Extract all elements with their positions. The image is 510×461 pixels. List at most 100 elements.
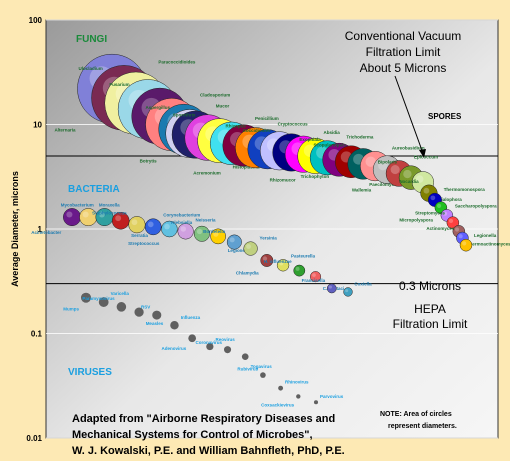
note-line-2: represent diameters. [388,423,457,430]
point-label: Francisella [302,278,326,283]
point-label: Chlamydia [236,271,259,276]
y-tick-label: 0.01 [26,434,42,443]
point-label: Micropolyspora [399,218,433,223]
point-highlight [279,261,284,266]
point-label: Sporothrix [173,113,196,118]
point-label: Pasteurella [291,253,316,258]
fungi-series: AlternariaParacoccidioidesUlocladiumBlas… [54,53,510,252]
point-label: Moraxella [99,202,120,207]
point-highlight [423,187,430,194]
data-point [224,346,232,354]
note-line-1: NOTE: Area of circles [380,411,452,418]
data-point [98,297,109,307]
data-point [278,385,284,391]
point-label: Ulocladium [78,66,102,71]
data-point [206,342,214,351]
y-tick-label: 100 [29,16,43,25]
point-highlight [345,289,349,293]
point-highlight [196,228,203,235]
data-point [134,307,144,317]
point-label: Legionella [474,233,497,238]
point-label: Aureobasidium [392,145,425,150]
point-label: Neisseria [196,217,217,222]
data-point [210,228,226,245]
data-point [313,400,319,405]
point-label: Mycobacterium [61,202,94,207]
data-point [296,394,301,399]
data-point [260,372,266,378]
point-highlight [66,211,73,218]
group-label-fungi: FUNGI [76,34,107,45]
point-label: Wallemia [352,188,372,193]
source-line-1: Adapted from "Airborne Respiratory Disea… [72,413,335,425]
point-label: Nocardia [399,179,419,184]
point-label: H. influenzae [264,259,292,264]
vacuum-limit-arrow [394,75,425,157]
point-label: Togavirus [251,364,273,369]
point-label: Coronavirus [195,340,222,345]
point-highlight [295,266,300,271]
point-highlight [403,169,412,179]
point-highlight [115,215,122,222]
point-label: Paecilomyces [369,182,399,187]
point-label: Klebsiella [171,220,193,225]
y-tick-label: 0.1 [31,330,43,339]
point-highlight [131,219,138,226]
point-highlight [436,203,442,208]
point-label: Paracoccidioides [158,59,196,64]
point-label: Paramyxovirus [82,296,115,301]
point-highlight [180,226,187,232]
y-tick-label: 10 [33,121,42,130]
point-label: Actinomyces [426,226,455,231]
point-label: Mucor [216,103,230,108]
point-label: Legionella [228,248,251,253]
point-label: Aspergillus [146,105,171,110]
point-label: Thermoactinomyces [467,241,510,246]
data-point [260,254,274,267]
point-label: Rhinovirus [285,380,309,385]
point-label: Yersinia [259,236,277,241]
point-highlight [262,256,268,261]
data-point [63,208,81,227]
point-highlight [378,160,388,171]
point-highlight [454,227,460,232]
point-label: Measles [146,321,164,326]
point-label: Parvovirus [320,394,344,399]
point-label: Fusarium [109,82,129,87]
data-point [193,225,210,242]
point-label: Coccidioides [243,128,272,133]
point-label: Histoplasma [233,164,260,169]
point-label: Staphylococcus [92,210,127,215]
data-point [241,353,249,361]
point-label: Exophiala [299,137,321,142]
point-label: Cladosporium [200,92,230,97]
hepa-limit-line-2: Filtration Limit [393,317,468,331]
point-label: Adenovirus [162,346,187,351]
point-highlight [213,231,219,237]
vacuum-limit-line-1: Conventional Vacuum [345,29,462,43]
data-point [152,310,162,320]
y-tick-label: 1 [38,225,43,234]
data-point [128,216,146,234]
y-axis-label: Average Diameter, microns [10,171,20,287]
point-label: Penicillium [255,116,279,121]
point-label: Phialophora [436,197,462,202]
point-label: Influenza [181,315,201,320]
point-label: Scopulariopsis [313,142,346,147]
vacuum-limit-line-2: Filtration Limit [366,45,441,59]
point-label: Bipolaris [378,160,398,165]
point-highlight [458,234,463,239]
point-label: Absidia [324,130,341,135]
point-label: Mumps [63,307,79,312]
data-point [177,223,194,240]
point-label: Rhizopus [226,124,247,129]
data-point [188,334,197,343]
point-label: Rubivirus [237,366,258,371]
source-line-2: Mechanical Systems for Control of Microb… [72,429,313,441]
point-label: Bordetella [203,229,226,234]
point-label: Reovirus [215,337,235,342]
point-label: Serratia [131,233,148,238]
micron-label: 0.3 Microns [399,279,461,293]
